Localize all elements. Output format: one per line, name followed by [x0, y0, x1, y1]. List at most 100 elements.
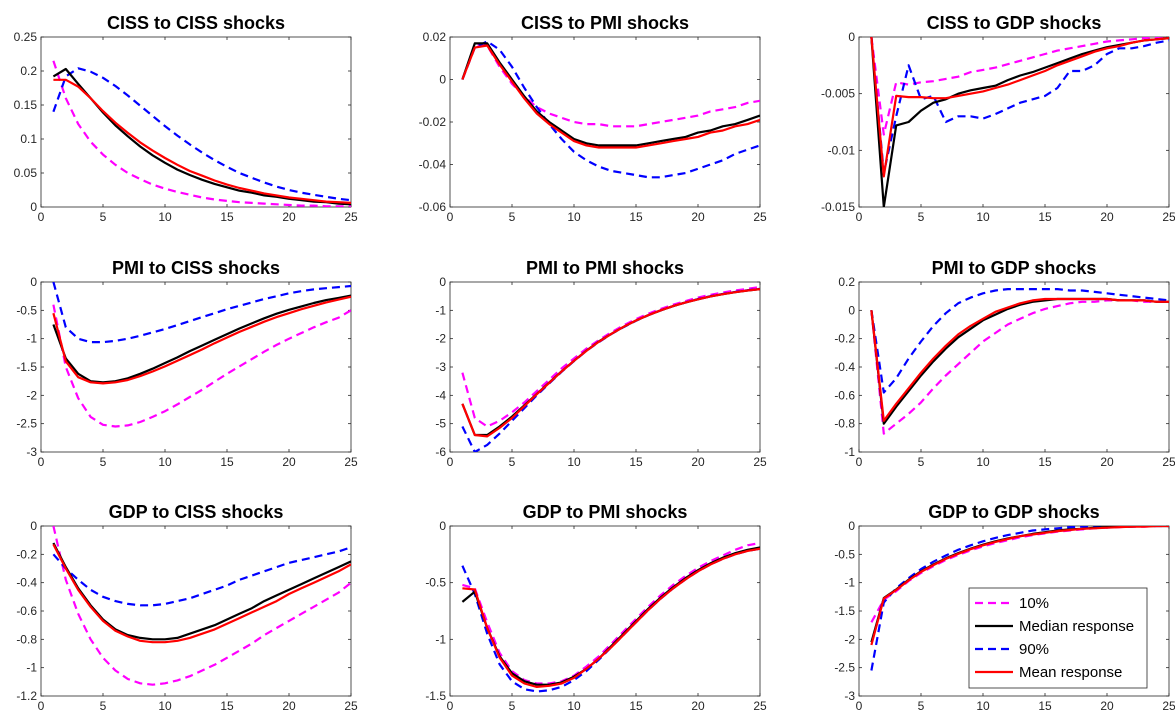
series-line-mean-response — [53, 78, 351, 204]
y-tick-label: -1 — [844, 576, 855, 590]
x-tick-label: 5 — [100, 455, 107, 469]
x-tick-label: 15 — [1038, 699, 1052, 713]
axes-box — [858, 36, 1170, 208]
x-tick-label: 15 — [220, 699, 234, 713]
series-line-90 — [461, 40, 760, 179]
y-tick-label: -5 — [435, 417, 446, 431]
y-tick-label: -1 — [435, 303, 446, 317]
y-tick-label: -0.5 — [425, 576, 446, 590]
x-tick-label: 5 — [918, 210, 925, 224]
panel: CISS to CISS shocks 0 5 10 15 20 25 0 0.05 0.1 0.1… — [14, 13, 358, 224]
series-line-mean-response — [52, 295, 351, 385]
series-line-mean-response — [461, 288, 760, 438]
y-tick-label: -0.4 — [16, 576, 37, 590]
series-line-mean-response — [461, 44, 760, 149]
x-tick-label: 25 — [344, 210, 358, 224]
x-tick-label: 5 — [918, 699, 925, 713]
y-tick-label: -0.8 — [16, 632, 37, 646]
y-tick-label: -0.04 — [419, 158, 447, 172]
y-tick-label: 0 — [439, 519, 446, 533]
x-tick-label: 15 — [1038, 210, 1052, 224]
x-tick-label: 0 — [38, 210, 45, 224]
y-tick-label: -0.8 — [834, 417, 855, 431]
legend-label: Mean response — [1019, 664, 1122, 681]
y-tick-label: 0.2 — [838, 275, 855, 289]
y-tick-label: -0.6 — [16, 604, 37, 618]
y-tick-label: -6 — [435, 445, 446, 459]
series-line-mean-response — [52, 543, 351, 644]
series-line-10 — [52, 526, 351, 686]
series-group — [461, 541, 760, 693]
x-tick-label: 5 — [509, 210, 516, 224]
y-tick-label: 0.2 — [20, 64, 37, 78]
series-line-10 — [52, 60, 351, 207]
y-tick-label: -3 — [26, 445, 37, 459]
panel-title: PMI to GDP shocks — [932, 258, 1097, 278]
x-tick-label: 25 — [344, 699, 358, 713]
y-tick-label: -1 — [844, 445, 855, 459]
legend-label: 10% — [1019, 595, 1049, 612]
x-tick-label: 15 — [220, 455, 234, 469]
series-group — [870, 288, 1169, 435]
series-group — [870, 526, 1169, 671]
axes-box — [449, 525, 761, 697]
y-tick-label: -1.5 — [425, 689, 446, 703]
y-tick-label: 0 — [848, 303, 855, 317]
series-group — [52, 60, 351, 207]
panel-title: GDP to GDP shocks — [928, 502, 1099, 522]
x-tick-label: 10 — [158, 455, 172, 469]
y-tick-label: -0.4 — [834, 360, 855, 374]
y-tick-label: 0.25 — [14, 30, 38, 44]
y-tick-label: -0.005 — [821, 87, 855, 101]
y-tick-label: -1.5 — [16, 360, 37, 374]
x-tick-label: 25 — [753, 699, 767, 713]
y-tick-label: -1.2 — [16, 689, 37, 703]
y-tick-label: 0 — [30, 200, 37, 214]
y-tick-label: 0.1 — [20, 132, 37, 146]
series-line-10 — [870, 37, 1169, 136]
x-tick-label: 25 — [753, 210, 767, 224]
y-tick-label: -1.5 — [834, 604, 855, 618]
panel: PMI to GDP shocks 0 5 10 15 20 25 -1 -0.8 -0.6 -0.… — [834, 258, 1175, 469]
series-line-90 — [870, 37, 1169, 175]
panel: GDP to CISS shocks 0 5 10 15 20 25 -1.2 -1 -0.8 -0… — [16, 502, 358, 713]
series-line-mean-response — [870, 37, 1169, 178]
series-group — [52, 526, 351, 686]
x-tick-label: 15 — [629, 455, 643, 469]
y-tick-label: -0.5 — [16, 303, 37, 317]
x-tick-label: 15 — [220, 210, 234, 224]
x-tick-label: 15 — [629, 699, 643, 713]
y-tick-label: -3 — [435, 360, 446, 374]
series-line-median-response — [461, 42, 760, 147]
x-tick-label: 0 — [447, 455, 454, 469]
x-tick-label: 5 — [100, 210, 107, 224]
x-tick-label: 0 — [38, 699, 45, 713]
series-line-median-response — [870, 37, 1169, 207]
axes-box — [40, 36, 352, 208]
legend-label: 90% — [1019, 641, 1049, 658]
legend-label: Median response — [1019, 618, 1134, 635]
y-tick-label: 0 — [848, 519, 855, 533]
y-tick-label: -2.5 — [834, 661, 855, 675]
y-tick-label: -2 — [435, 332, 446, 346]
y-tick-label: -0.2 — [834, 332, 855, 346]
y-tick-label: -0.5 — [834, 547, 855, 561]
panel-title: PMI to PMI shocks — [526, 258, 684, 278]
x-tick-label: 25 — [1162, 210, 1175, 224]
x-tick-label: 10 — [567, 699, 581, 713]
x-tick-label: 10 — [976, 210, 990, 224]
panel-title: GDP to CISS shocks — [109, 502, 284, 522]
x-tick-label: 10 — [976, 455, 990, 469]
panel: PMI to PMI shocks 0 5 10 15 20 25 -6 -5 -4 -3 -2 -1 0 — [435, 258, 767, 469]
series-line-10 — [461, 44, 760, 128]
panel: CISS to GDP shocks 0 5 10 15 20 25 -0.015 -0.01 -… — [821, 13, 1175, 224]
y-tick-label: -0.01 — [828, 143, 856, 157]
y-tick-label: -2.5 — [16, 417, 37, 431]
series-line-90 — [52, 546, 351, 607]
y-tick-label: 0 — [439, 73, 446, 87]
x-tick-label: 25 — [1162, 455, 1175, 469]
panels-layer: CISS to CISS shocks 0 5 10 15 20 25 0 0.05 0.1 0.1… — [14, 13, 1175, 713]
y-tick-label: 0 — [30, 519, 37, 533]
y-tick-label: -3 — [844, 689, 855, 703]
